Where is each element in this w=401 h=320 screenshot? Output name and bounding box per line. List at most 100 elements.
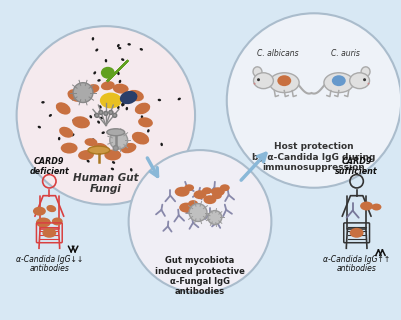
- Ellipse shape: [117, 44, 119, 47]
- Ellipse shape: [118, 80, 121, 83]
- Ellipse shape: [177, 98, 180, 100]
- Text: Human Gut
Fungi: Human Gut Fungi: [73, 173, 138, 195]
- Text: C. albicans: C. albicans: [256, 49, 298, 58]
- Ellipse shape: [113, 146, 118, 151]
- Ellipse shape: [36, 218, 51, 228]
- Ellipse shape: [367, 83, 369, 85]
- Ellipse shape: [121, 103, 124, 107]
- Ellipse shape: [109, 110, 113, 114]
- Ellipse shape: [101, 67, 114, 79]
- Ellipse shape: [111, 168, 114, 170]
- Ellipse shape: [93, 143, 108, 153]
- Ellipse shape: [33, 207, 46, 216]
- Ellipse shape: [160, 143, 162, 146]
- Ellipse shape: [179, 203, 192, 212]
- Ellipse shape: [99, 110, 103, 114]
- Ellipse shape: [73, 83, 93, 102]
- Ellipse shape: [101, 81, 114, 90]
- Ellipse shape: [132, 132, 149, 145]
- Ellipse shape: [362, 78, 365, 81]
- Ellipse shape: [107, 129, 124, 136]
- Ellipse shape: [101, 132, 105, 134]
- Ellipse shape: [117, 47, 121, 49]
- Ellipse shape: [193, 190, 206, 199]
- Ellipse shape: [84, 138, 97, 146]
- Ellipse shape: [360, 67, 369, 77]
- Ellipse shape: [86, 84, 99, 93]
- Ellipse shape: [67, 89, 85, 102]
- Circle shape: [226, 13, 400, 188]
- Ellipse shape: [130, 168, 132, 172]
- Ellipse shape: [134, 103, 150, 114]
- Ellipse shape: [104, 149, 121, 161]
- Ellipse shape: [331, 75, 345, 86]
- Ellipse shape: [113, 84, 128, 94]
- Ellipse shape: [92, 138, 95, 141]
- Ellipse shape: [174, 187, 189, 197]
- Ellipse shape: [95, 113, 99, 117]
- Ellipse shape: [110, 111, 113, 114]
- Ellipse shape: [188, 204, 207, 221]
- Ellipse shape: [211, 192, 221, 199]
- Ellipse shape: [109, 131, 128, 149]
- Ellipse shape: [95, 49, 98, 52]
- Ellipse shape: [323, 73, 353, 92]
- Text: Host protection
by α-Candida IgG during
immunosuppression: Host protection by α-Candida IgG during …: [252, 142, 375, 172]
- Ellipse shape: [219, 184, 229, 191]
- Ellipse shape: [359, 202, 372, 211]
- Ellipse shape: [98, 152, 101, 155]
- Ellipse shape: [71, 133, 74, 136]
- Ellipse shape: [38, 126, 41, 128]
- Ellipse shape: [88, 146, 109, 154]
- Text: CARD9
sufficient: CARD9 sufficient: [334, 157, 377, 176]
- Ellipse shape: [117, 72, 119, 75]
- Ellipse shape: [253, 73, 273, 89]
- Ellipse shape: [111, 161, 115, 164]
- Ellipse shape: [97, 79, 100, 82]
- Ellipse shape: [99, 105, 101, 108]
- Ellipse shape: [207, 211, 221, 224]
- Ellipse shape: [59, 127, 73, 138]
- Ellipse shape: [138, 117, 152, 127]
- Ellipse shape: [122, 102, 124, 106]
- Ellipse shape: [103, 111, 107, 116]
- Text: CARD9
deficient: CARD9 deficient: [29, 157, 69, 176]
- Ellipse shape: [49, 114, 52, 117]
- Circle shape: [128, 150, 271, 293]
- Ellipse shape: [90, 151, 93, 154]
- Ellipse shape: [127, 43, 131, 45]
- Ellipse shape: [72, 116, 90, 128]
- Text: α-Candida IgG↑↑: α-Candida IgG↑↑: [322, 255, 389, 264]
- Ellipse shape: [371, 204, 381, 211]
- Ellipse shape: [184, 184, 194, 191]
- Ellipse shape: [119, 91, 137, 104]
- Ellipse shape: [116, 154, 118, 157]
- Ellipse shape: [252, 67, 261, 77]
- Ellipse shape: [139, 48, 143, 51]
- Ellipse shape: [78, 150, 94, 160]
- Ellipse shape: [91, 37, 94, 41]
- Ellipse shape: [113, 113, 116, 117]
- Ellipse shape: [42, 228, 56, 238]
- Ellipse shape: [256, 78, 259, 81]
- Text: antibodies: antibodies: [29, 264, 69, 273]
- Text: C. auris: C. auris: [330, 49, 359, 58]
- Ellipse shape: [93, 71, 96, 75]
- Ellipse shape: [127, 90, 144, 101]
- Ellipse shape: [105, 59, 107, 62]
- Ellipse shape: [86, 160, 89, 163]
- Ellipse shape: [72, 119, 75, 121]
- Ellipse shape: [117, 106, 119, 109]
- Ellipse shape: [157, 99, 161, 101]
- Ellipse shape: [211, 187, 224, 196]
- Ellipse shape: [349, 73, 369, 89]
- Ellipse shape: [87, 86, 89, 90]
- Ellipse shape: [121, 143, 136, 153]
- Text: α-Candida IgG↓↓: α-Candida IgG↓↓: [16, 255, 83, 264]
- Ellipse shape: [56, 102, 71, 115]
- Ellipse shape: [97, 121, 100, 124]
- Ellipse shape: [122, 96, 125, 99]
- Ellipse shape: [203, 195, 216, 204]
- Ellipse shape: [188, 200, 198, 207]
- Ellipse shape: [89, 115, 92, 118]
